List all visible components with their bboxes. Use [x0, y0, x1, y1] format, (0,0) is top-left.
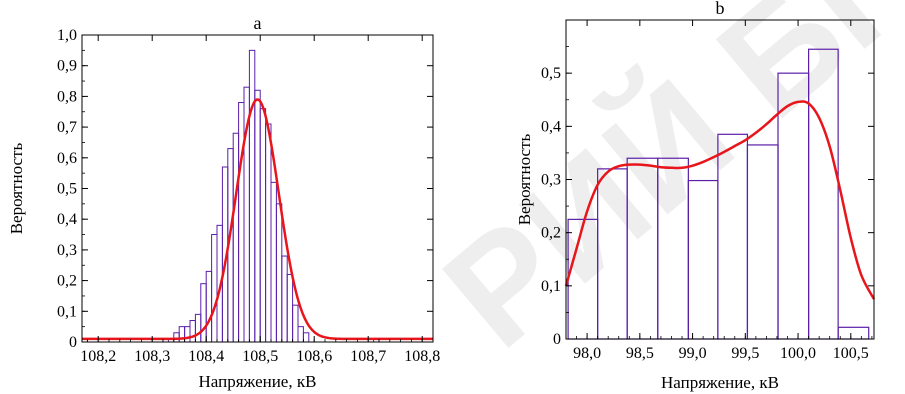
panel-b-y-ticks: 0 0,1 0,2 0,3 0,4 0,5: [541, 19, 874, 348]
x-tick-label: 108,3: [134, 348, 170, 365]
x-tick-label: 108,5: [242, 348, 278, 365]
histogram-bar: [184, 326, 191, 343]
histogram-bar: [232, 132, 240, 343]
histogram-bar: [173, 332, 180, 343]
x-tick-label: 98,0: [573, 345, 601, 362]
y-tick-label: 0,2: [541, 225, 561, 242]
panel-a: a 108,2 108,3 108,4 108,5 108,6 108,7 108,8 00…: [7, 13, 440, 391]
y-tick-label: 0,4: [541, 118, 561, 135]
panel-b: b 98,0 98,5 99,0 99,5 100,0 100,5 00,10,20,30…: [515, 0, 876, 392]
x-tick-label: 108,2: [80, 348, 116, 365]
y-tick-label: 0,6: [57, 150, 77, 167]
histogram-bar: [205, 270, 213, 343]
y-tick-label: 1,0: [57, 27, 77, 44]
y-tick-label: 0,7: [57, 119, 77, 136]
histogram-bar: [281, 255, 288, 343]
histogram-bar: [286, 273, 294, 343]
panel-b-title: b: [716, 0, 725, 18]
panel-a-fit-curve: [82, 98, 433, 341]
histogram-bar: [302, 332, 310, 343]
x-tick-label: 99,0: [679, 345, 707, 362]
panel-b-x-ticks: 98,0 98,5 99,0 99,5 100,0 100,5: [573, 20, 873, 362]
panel-a-y-axis-title: Вероятность: [7, 142, 26, 234]
y-tick-label: 0,1: [57, 303, 77, 320]
panel-b-y-axis-title: Вероятность: [515, 133, 534, 225]
y-tick-label: 0,1: [541, 278, 561, 295]
y-tick-label: 0,9: [57, 58, 77, 75]
x-tick-label: 108,4: [188, 348, 224, 365]
histogram-bar: [837, 326, 870, 340]
panel-a-y-ticks: 0 0,1 0,2 0,3 0,4 0,5 0,6 0,7 0,8 0,9 1,0: [57, 27, 433, 351]
panel-a-frame: [81, 34, 434, 343]
panel-a-x-ticks: 108,2 108,3 108,4 108,5 108,6 108,7 108,8: [80, 35, 440, 365]
panel-a-title: a: [254, 13, 262, 33]
y-tick-label: 0: [553, 331, 561, 348]
panel-b-x-axis-title: Напряжение, кВ: [661, 373, 779, 392]
y-tick-label: 0,5: [541, 65, 561, 82]
y-tick-label: 0,2: [57, 273, 77, 290]
x-tick-label: 108,7: [350, 348, 386, 365]
x-tick-label: 108,6: [296, 348, 332, 365]
histogram-bar: [248, 49, 256, 343]
x-tick-label: 100,5: [833, 345, 869, 362]
histogram-bar: [297, 326, 304, 343]
histogram-bar: [265, 123, 272, 343]
histogram-bar: [254, 89, 261, 343]
panel-a-x-axis-title: Напряжение, кВ: [199, 372, 317, 391]
y-tick-label: 0,3: [541, 172, 561, 189]
x-tick-label: 99,5: [731, 345, 759, 362]
x-tick-label: 108,8: [404, 348, 440, 365]
histogram-bar: [259, 108, 267, 343]
histogram-bar: [292, 304, 299, 343]
histogram-bar: [238, 102, 245, 343]
y-tick-label: 0,3: [57, 242, 77, 259]
y-tick-label: 0,5: [57, 181, 77, 198]
x-tick-label: 100,0: [780, 345, 816, 362]
watermark-text: РИЙ БГ: [413, 0, 905, 379]
y-tick-label: 0,4: [57, 211, 77, 228]
histogram-bar: [194, 313, 202, 343]
histogram-bar: [211, 234, 218, 343]
histogram-bar: [189, 320, 196, 343]
histogram-bar: [270, 181, 277, 343]
y-tick-label: 0,8: [57, 88, 77, 105]
y-tick-label: 0: [69, 334, 77, 351]
panel-b-fit-curve: [564, 100, 876, 300]
panel-a-bars: [81, 49, 380, 343]
x-tick-label: 98,5: [626, 345, 654, 362]
histogram-bar: [200, 283, 207, 343]
histogram-bar: [275, 203, 283, 343]
